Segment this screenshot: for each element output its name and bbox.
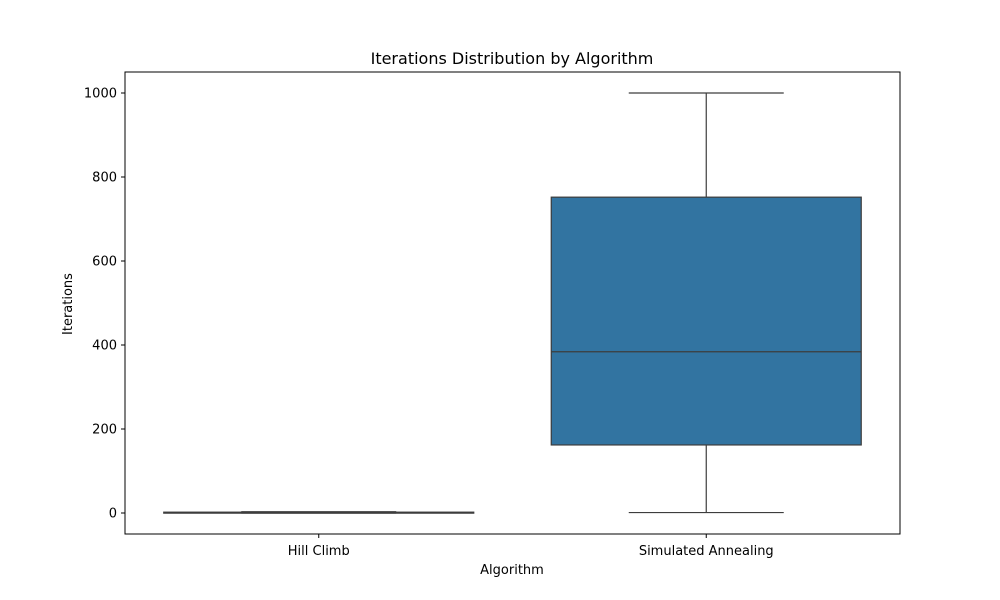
x-tick-label: Hill Climb — [288, 544, 350, 559]
box-group — [163, 511, 475, 514]
y-tick-label: 1000 — [84, 87, 117, 102]
boxes-layer — [163, 92, 862, 514]
x-tick-label: Simulated Annealing — [639, 544, 774, 559]
plot-frame — [124, 71, 901, 535]
y-tick-label: 400 — [92, 339, 117, 354]
y-tick-label: 0 — [109, 507, 117, 522]
y-axis: 0 200 400 600 800 1000 — [84, 87, 125, 522]
chart-title: Iterations Distribution by Algorithm — [371, 49, 654, 68]
y-tick-label: 200 — [92, 423, 117, 438]
x-axis: Hill Climb Simulated Annealing — [288, 534, 774, 559]
y-tick-label: 600 — [92, 255, 117, 270]
y-axis-label: Iterations — [61, 273, 76, 335]
box-group — [550, 92, 862, 514]
y-tick-label: 800 — [92, 171, 117, 186]
box-iqr — [550, 196, 862, 446]
x-axis-label: Algorithm — [480, 563, 544, 578]
